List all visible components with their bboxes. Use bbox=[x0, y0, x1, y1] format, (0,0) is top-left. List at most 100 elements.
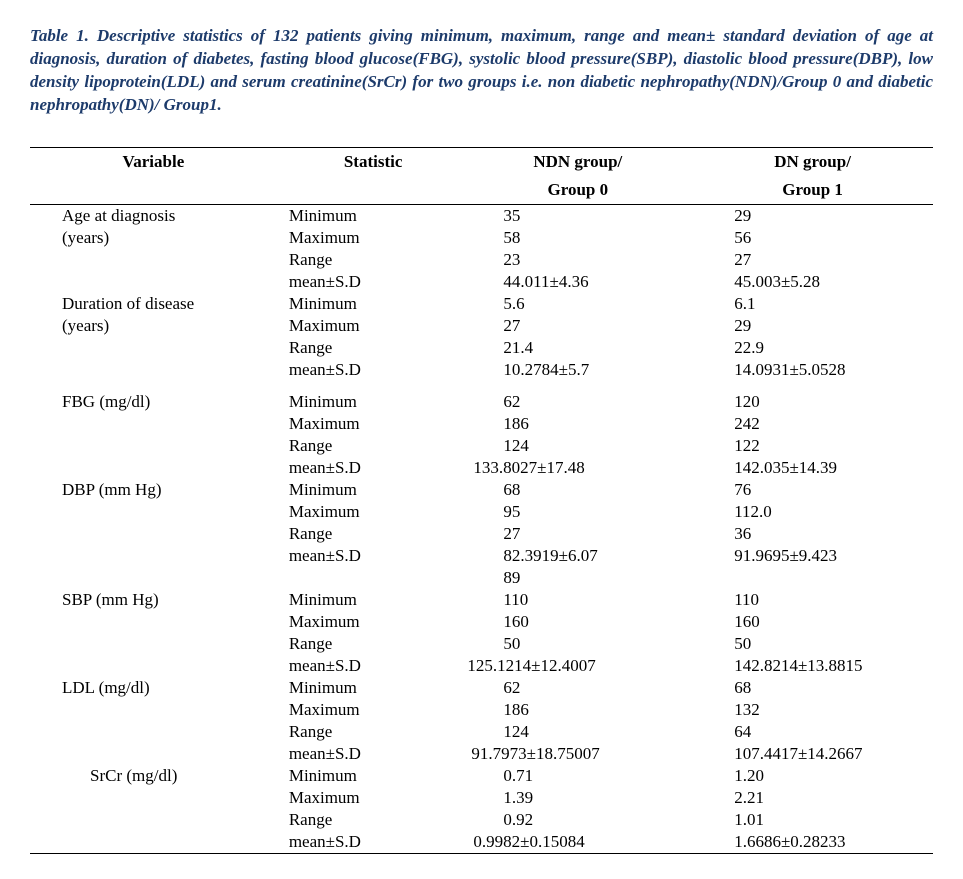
table-row: mean±S.D 44.011±4.36 45.003±5.28 bbox=[30, 271, 933, 293]
cell-value: 142.035±14.39 bbox=[698, 457, 933, 479]
cell-value: 1.6686±0.28233 bbox=[698, 831, 933, 854]
stat-label: Minimum bbox=[283, 293, 464, 315]
table-row: Range 27 36 bbox=[30, 523, 933, 545]
cell-value: 62 bbox=[463, 391, 698, 413]
variable-name: SBP (mm Hg) bbox=[30, 589, 283, 611]
cell-value: 0.9982±0.15084 bbox=[463, 831, 698, 854]
header-group1-bot: Group 1 bbox=[698, 176, 933, 205]
cell-value: 107.4417±14.2667 bbox=[698, 743, 933, 765]
cell-value: 1.01 bbox=[698, 809, 933, 831]
cell-value: 14.0931±5.0528 bbox=[698, 359, 933, 381]
stat-label: mean±S.D bbox=[283, 831, 464, 854]
table-row: mean±S.D 82.3919±6.07 91.9695±9.423 bbox=[30, 545, 933, 567]
cell-value: 62 bbox=[463, 677, 698, 699]
table-row: Range 21.4 22.9 bbox=[30, 337, 933, 359]
variable-name: DBP (mm Hg) bbox=[30, 479, 283, 501]
cell-value: 44.011±4.36 bbox=[463, 271, 698, 293]
cell-value: 186 bbox=[463, 699, 698, 721]
variable-name: Duration of disease bbox=[30, 293, 283, 315]
stat-label: Minimum bbox=[283, 677, 464, 699]
stat-label: Minimum bbox=[283, 765, 464, 787]
stat-label: Maximum bbox=[283, 699, 464, 721]
variable-name: Age at diagnosis bbox=[30, 204, 283, 227]
cell-value: 6.1 bbox=[698, 293, 933, 315]
header-statistic: Statistic bbox=[283, 147, 464, 204]
table-row: mean±S.D 0.9982±0.15084 1.6686±0.28233 bbox=[30, 831, 933, 854]
cell-value: 132 bbox=[698, 699, 933, 721]
cell-value: 29 bbox=[698, 204, 933, 227]
cell-value: 27 bbox=[463, 523, 698, 545]
cell-value: 133.8027±17.48 bbox=[463, 457, 698, 479]
table-row: Range 0.92 1.01 bbox=[30, 809, 933, 831]
variable-name: FBG (mg/dl) bbox=[30, 391, 283, 413]
cell-value: 120 bbox=[698, 391, 933, 413]
cell-value: 56 bbox=[698, 227, 933, 249]
stat-label: mean±S.D bbox=[283, 655, 464, 677]
cell-value: 142.8214±13.8815 bbox=[698, 655, 933, 677]
cell-value: 45.003±5.28 bbox=[698, 271, 933, 293]
cell-value: 160 bbox=[698, 611, 933, 633]
table-row: FBG (mg/dl) Minimum 62 120 bbox=[30, 391, 933, 413]
stat-label: mean±S.D bbox=[283, 545, 464, 567]
header-group1-top: DN group/ bbox=[698, 147, 933, 176]
table-row: mean±S.D 10.2784±5.7 14.0931±5.0528 bbox=[30, 359, 933, 381]
table-row: Age at diagnosis Minimum 35 29 bbox=[30, 204, 933, 227]
stat-label: mean±S.D bbox=[283, 271, 464, 293]
variable-name: (years) bbox=[30, 227, 283, 249]
table-row: mean±S.D 125.1214±12.4007 142.8214±13.88… bbox=[30, 655, 933, 677]
cell-value: 27 bbox=[463, 315, 698, 337]
cell-value: 124 bbox=[463, 721, 698, 743]
cell-value: 124 bbox=[463, 435, 698, 457]
cell-value: 1.39 bbox=[463, 787, 698, 809]
table-row: Range 124 122 bbox=[30, 435, 933, 457]
table-caption: Table 1. Descriptive statistics of 132 p… bbox=[30, 25, 933, 117]
stat-label: Range bbox=[283, 523, 464, 545]
header-group0-top: NDN group/ bbox=[463, 147, 698, 176]
cell-value: 21.4 bbox=[463, 337, 698, 359]
cell-value: 76 bbox=[698, 479, 933, 501]
table-row: mean±S.D 133.8027±17.48 142.035±14.39 bbox=[30, 457, 933, 479]
stat-label: Range bbox=[283, 633, 464, 655]
table-row: Range 50 50 bbox=[30, 633, 933, 655]
cell-value bbox=[698, 567, 933, 589]
cell-value: 160 bbox=[463, 611, 698, 633]
stat-label: mean±S.D bbox=[283, 359, 464, 381]
table-row: Maximum 95 112.0 bbox=[30, 501, 933, 523]
cell-value: 82.3919±6.07 bbox=[463, 545, 698, 567]
cell-value: 91.7973±18.75007 bbox=[463, 743, 698, 765]
cell-value: 95 bbox=[463, 501, 698, 523]
cell-value: 68 bbox=[698, 677, 933, 699]
table-row: Maximum 1.39 2.21 bbox=[30, 787, 933, 809]
table-row: Range 23 27 bbox=[30, 249, 933, 271]
table-row: (years) Maximum 27 29 bbox=[30, 315, 933, 337]
cell-value: 5.6 bbox=[463, 293, 698, 315]
cell-value: 29 bbox=[698, 315, 933, 337]
stat-label: Minimum bbox=[283, 479, 464, 501]
stat-label: Minimum bbox=[283, 391, 464, 413]
table-row: Range 124 64 bbox=[30, 721, 933, 743]
spacer-row bbox=[30, 381, 933, 391]
stat-label: Range bbox=[283, 337, 464, 359]
stat-label: mean±S.D bbox=[283, 457, 464, 479]
stat-label: mean±S.D bbox=[283, 743, 464, 765]
variable-name: SrCr (mg/dl) bbox=[30, 765, 283, 787]
cell-value: 35 bbox=[463, 204, 698, 227]
stat-label: Range bbox=[283, 435, 464, 457]
cell-value: 2.21 bbox=[698, 787, 933, 809]
cell-value: 50 bbox=[698, 633, 933, 655]
stat-label: Maximum bbox=[283, 413, 464, 435]
cell-value: 89 bbox=[463, 567, 698, 589]
stats-table: Variable Statistic NDN group/ DN group/ … bbox=[30, 147, 933, 854]
cell-value: 0.92 bbox=[463, 809, 698, 831]
stat-label: Maximum bbox=[283, 787, 464, 809]
stat-label: Maximum bbox=[283, 315, 464, 337]
table-row: SrCr (mg/dl) Minimum 0.71 1.20 bbox=[30, 765, 933, 787]
stat-label: Maximum bbox=[283, 611, 464, 633]
table-row: DBP (mm Hg) Minimum 68 76 bbox=[30, 479, 933, 501]
table-row: mean±S.D 91.7973±18.75007 107.4417±14.26… bbox=[30, 743, 933, 765]
stat-label: Range bbox=[283, 809, 464, 831]
cell-value: 110 bbox=[698, 589, 933, 611]
cell-value: 1.20 bbox=[698, 765, 933, 787]
table-row: Maximum 160 160 bbox=[30, 611, 933, 633]
table-row: (years) Maximum 58 56 bbox=[30, 227, 933, 249]
